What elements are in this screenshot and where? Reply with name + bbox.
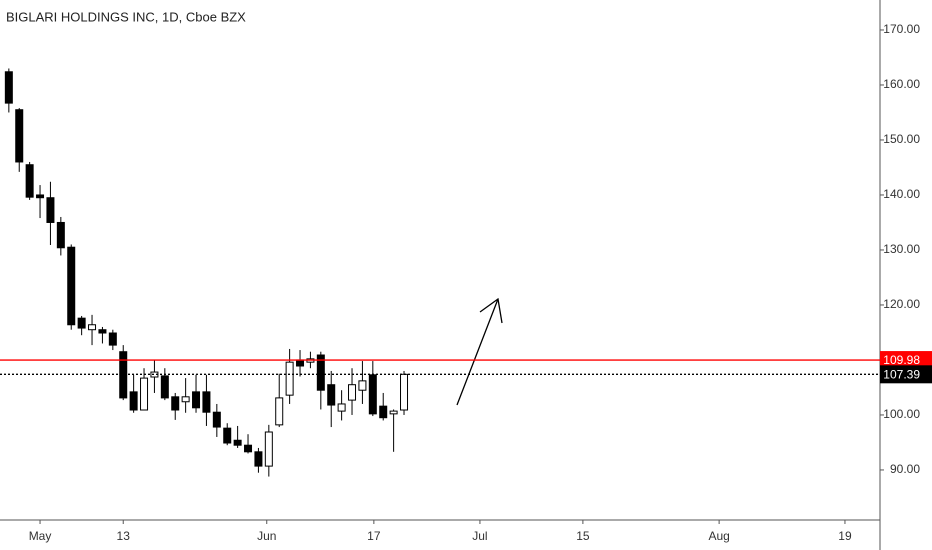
candle-body bbox=[36, 194, 45, 199]
price-label: 107.39 bbox=[883, 367, 920, 381]
y-tick-label: 160.00 bbox=[883, 77, 920, 91]
candle-body bbox=[358, 380, 367, 391]
x-tick-label: Aug bbox=[708, 529, 729, 543]
candle-body bbox=[4, 71, 13, 104]
candle-body bbox=[88, 324, 97, 331]
x-tick-label: 17 bbox=[367, 529, 381, 543]
candle-body bbox=[254, 451, 263, 467]
y-tick-label: 120.00 bbox=[883, 297, 920, 311]
candle-body bbox=[223, 427, 232, 444]
price-label-box bbox=[880, 365, 932, 384]
candle-body bbox=[140, 377, 149, 411]
y-tick-label: 100.00 bbox=[883, 407, 920, 421]
candle-body bbox=[400, 373, 409, 411]
x-tick-label: 19 bbox=[838, 529, 852, 543]
candle-body bbox=[296, 359, 305, 367]
candle-body bbox=[316, 354, 325, 391]
arrow-head bbox=[479, 297, 503, 324]
candle-body bbox=[77, 317, 86, 329]
x-tick-label: 15 bbox=[576, 529, 590, 543]
candle-body bbox=[56, 221, 65, 249]
y-tick-label: 150.00 bbox=[883, 132, 920, 146]
candle-body bbox=[275, 397, 284, 426]
candle-body bbox=[379, 405, 388, 419]
candle-body bbox=[181, 396, 190, 403]
x-tick-label: Jun bbox=[257, 529, 276, 543]
y-tick-label: 90.00 bbox=[890, 462, 920, 476]
candle-body bbox=[233, 439, 242, 446]
arrow-annotation bbox=[456, 297, 503, 406]
candle-body bbox=[264, 431, 273, 467]
candle-body bbox=[368, 374, 377, 415]
candle-body bbox=[129, 391, 138, 411]
y-tick-label: 140.00 bbox=[883, 187, 920, 201]
candle-body bbox=[285, 361, 294, 396]
candle-body bbox=[212, 411, 221, 428]
candle-body bbox=[389, 410, 398, 415]
x-tick-label: 13 bbox=[117, 529, 131, 543]
candle-body bbox=[25, 164, 34, 198]
candle-body bbox=[337, 403, 346, 412]
arrow-shaft bbox=[456, 298, 499, 406]
candle-body bbox=[192, 391, 201, 409]
y-tick-label: 130.00 bbox=[883, 242, 920, 256]
candle-body bbox=[202, 391, 211, 413]
candle-body bbox=[119, 351, 128, 399]
price-label: 109.98 bbox=[883, 353, 920, 367]
y-tick-label: 170.00 bbox=[883, 22, 920, 36]
chart-title: BIGLARI HOLDINGS INC, 1D, Cboe BZX bbox=[6, 9, 246, 24]
candle-body bbox=[108, 332, 117, 346]
candle-body bbox=[348, 384, 357, 401]
candle-body bbox=[46, 197, 55, 223]
candle-body bbox=[171, 396, 180, 411]
price-label-box bbox=[880, 351, 932, 370]
x-tick-label: May bbox=[29, 529, 52, 543]
candle-body bbox=[327, 384, 336, 406]
candle-body bbox=[67, 246, 76, 326]
candle-body bbox=[160, 375, 169, 399]
candle-body bbox=[244, 444, 253, 453]
candle-body bbox=[15, 109, 24, 163]
candle-body bbox=[98, 329, 107, 334]
x-tick-label: Jul bbox=[472, 529, 487, 543]
